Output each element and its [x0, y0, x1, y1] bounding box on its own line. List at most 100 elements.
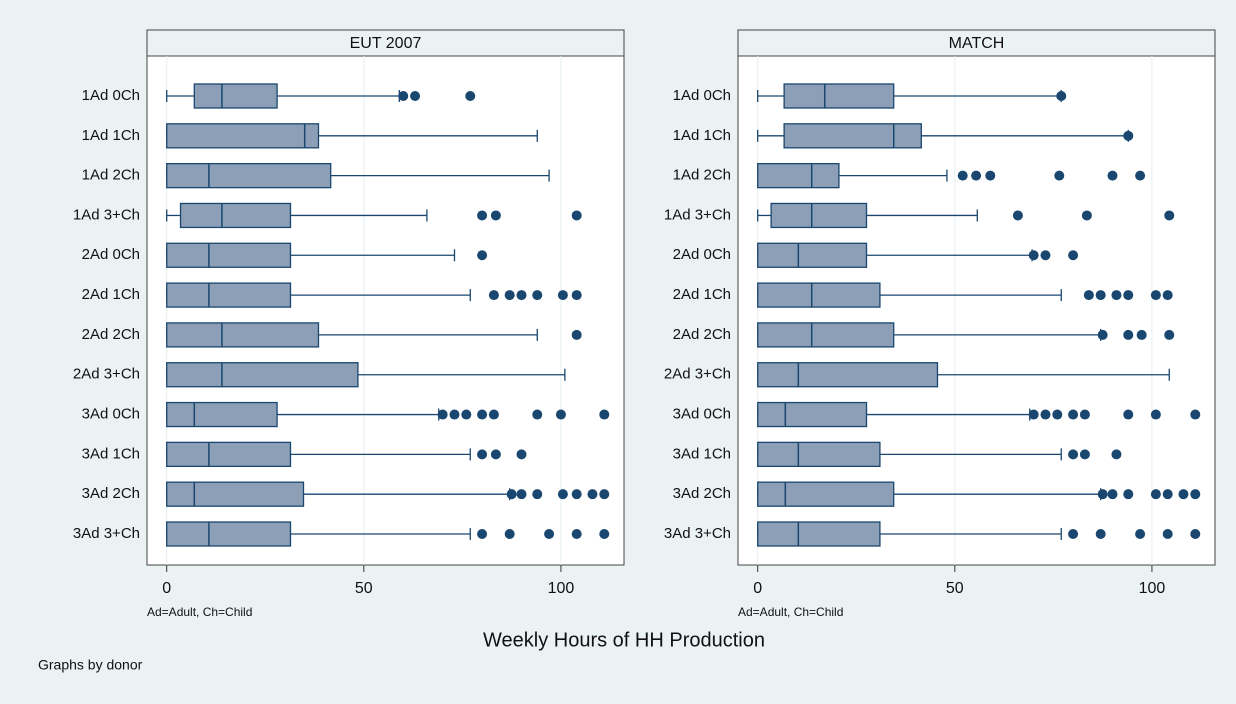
outlier [1162, 529, 1173, 539]
category-label: 2Ad 3+Ch [664, 366, 731, 383]
outlier [1150, 409, 1161, 420]
category-label: 3Ad 1Ch [82, 445, 140, 462]
box [757, 362, 939, 388]
category-label: 2Ad 1Ch [82, 286, 140, 303]
outlier [1107, 170, 1118, 181]
category-label: 3Ad 3+Ch [664, 525, 731, 542]
outlier [571, 529, 582, 539]
outlier [532, 489, 543, 500]
outlier [1111, 290, 1122, 301]
category-label: 3Ad 0Ch [673, 406, 731, 423]
box [166, 282, 292, 308]
outlier [1162, 489, 1173, 500]
box [166, 401, 278, 428]
outlier [504, 290, 515, 301]
outlier [1150, 290, 1161, 301]
category-label: 2Ad 3+Ch [73, 366, 140, 383]
outlier [1079, 409, 1090, 420]
outlier [1135, 170, 1146, 181]
outlier [516, 449, 527, 460]
box [166, 441, 292, 468]
box [783, 83, 895, 109]
x-tick-label: 0 [162, 580, 171, 597]
panel-header [737, 29, 1216, 57]
category-label: 1Ad 2Ch [82, 167, 140, 184]
outlier [1056, 91, 1067, 101]
axis-note: Ad=Adult, Ch=Child [738, 605, 843, 619]
box [757, 481, 895, 507]
outlier [516, 489, 527, 500]
category-label: 1Ad 0Ch [673, 87, 731, 104]
outlier [477, 529, 488, 539]
outlier [477, 409, 488, 420]
outlier [1028, 409, 1039, 420]
box [166, 362, 359, 388]
outlier [599, 409, 610, 420]
box [166, 481, 305, 507]
outlier [532, 290, 543, 301]
category-label: 3Ad 3+Ch [73, 525, 140, 542]
outlier [1028, 250, 1039, 261]
outlier [1097, 329, 1108, 340]
x-tick-label: 50 [355, 580, 373, 597]
outlier [1097, 489, 1108, 500]
category-label: 2Ad 0Ch [82, 246, 140, 263]
outlier [544, 529, 555, 539]
box [757, 242, 868, 268]
outlier [506, 489, 517, 500]
outlier [477, 449, 488, 460]
outlier [398, 91, 409, 101]
outlier [985, 170, 996, 181]
outlier [1162, 290, 1173, 301]
outlier [1123, 489, 1134, 500]
x-tick-label: 100 [1139, 580, 1166, 597]
footnote: Graphs by donor [38, 657, 143, 673]
outlier [1083, 290, 1094, 301]
category-label: 3Ad 0Ch [82, 406, 140, 423]
outlier [488, 409, 499, 420]
outlier [1081, 210, 1092, 221]
outlier [465, 91, 476, 101]
box [179, 202, 292, 229]
category-label: 1Ad 0Ch [82, 87, 140, 104]
box [166, 521, 292, 547]
box [757, 282, 881, 308]
outlier [488, 290, 499, 301]
category-label: 1Ad 3+Ch [73, 206, 140, 223]
outlier [1068, 449, 1079, 460]
outlier [1123, 329, 1134, 340]
panel-header [146, 29, 625, 57]
panel-title: MATCH [949, 35, 1005, 52]
box [193, 83, 278, 109]
category-label: 1Ad 3+Ch [664, 206, 731, 223]
outlier [1164, 329, 1175, 340]
outlier [1190, 409, 1201, 420]
outlier [557, 290, 568, 301]
outlier [1012, 210, 1023, 221]
outlier [1123, 409, 1134, 420]
x-tick-label: 100 [548, 580, 575, 597]
outlier [410, 91, 421, 101]
outlier [1068, 250, 1079, 261]
outlier [1040, 250, 1051, 261]
box [770, 202, 868, 229]
outlier [587, 489, 598, 500]
outlier [1095, 529, 1106, 539]
category-label: 3Ad 2Ch [673, 485, 731, 502]
box [757, 441, 881, 468]
outlier [1095, 290, 1106, 301]
outlier [555, 409, 566, 420]
category-label: 2Ad 1Ch [673, 286, 731, 303]
outlier [461, 409, 472, 420]
outlier [477, 250, 488, 261]
x-axis-title: Weekly Hours of HH Production [483, 629, 765, 651]
outlier [571, 329, 582, 340]
box [757, 322, 895, 348]
category-label: 1Ad 1Ch [82, 127, 140, 144]
outlier [1107, 489, 1118, 500]
outlier [1068, 409, 1079, 420]
box [783, 123, 922, 149]
outlier [1190, 489, 1201, 500]
